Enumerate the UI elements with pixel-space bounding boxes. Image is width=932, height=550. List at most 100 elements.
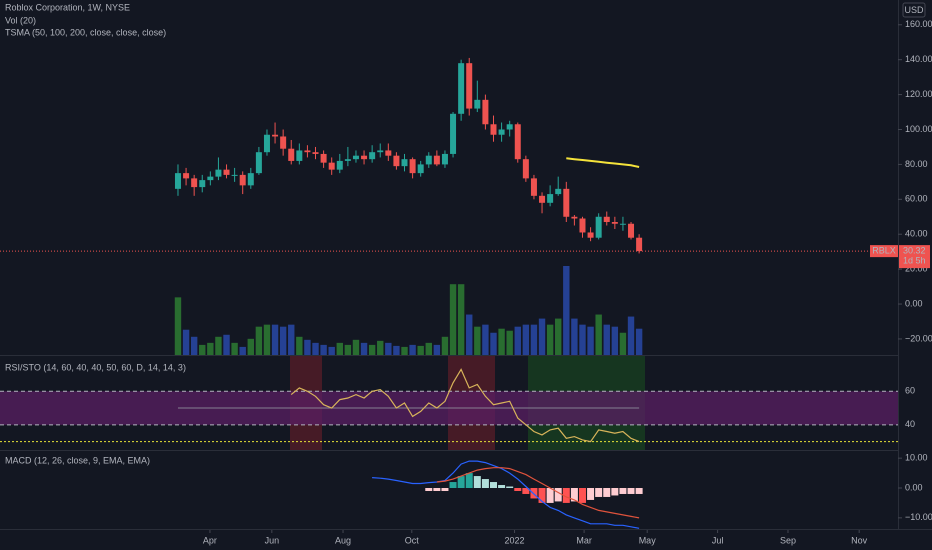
candle-body: [377, 150, 384, 153]
macd-histogram-bar: [635, 488, 643, 494]
macd-line: [372, 460, 640, 529]
y-tick-label: 120.00: [905, 89, 932, 99]
volume-bar: [466, 314, 473, 355]
volume-bar: [393, 345, 400, 355]
volume-bar: [619, 332, 627, 355]
tsma-legend: TSMA (50, 100, 200, close, close, close): [5, 27, 166, 37]
volume-bar: [409, 344, 416, 355]
volume-bar: [279, 326, 287, 355]
macd-histogram-bar: [498, 485, 506, 489]
volume-bar: [344, 344, 352, 355]
volume-bar: [587, 326, 594, 355]
volume-bar: [328, 346, 335, 355]
x-tick-label: Apr: [203, 535, 217, 545]
x-tick-label: 2022: [505, 535, 525, 545]
rsi-line: [290, 368, 640, 443]
volume-bar: [401, 346, 408, 355]
symbol-tag: [870, 245, 898, 258]
macd-histogram-bar: [619, 488, 627, 494]
countdown-label: 1d 5h: [903, 255, 926, 265]
volume-bar: [546, 324, 554, 355]
volume-bar: [417, 345, 424, 355]
volume-bar: [320, 344, 327, 355]
volume-bar: [579, 324, 586, 355]
candle-body: [344, 159, 351, 161]
price-tag-label: 30.32: [903, 245, 926, 255]
macd-histogram-bar: [489, 482, 497, 489]
volume-legend: Vol (20): [5, 15, 36, 25]
y-tick-label: 20.00: [905, 264, 928, 274]
candle-body: [482, 99, 489, 125]
candle-body: [207, 176, 214, 181]
candle-body: [425, 155, 432, 165]
candle-body: [296, 150, 303, 161]
candle-body: [619, 223, 626, 225]
macd-histogram-bar: [514, 488, 522, 491]
volume-bar: [635, 328, 643, 355]
candle-body: [636, 237, 643, 252]
volume-bar: [360, 342, 368, 355]
candle-body: [450, 113, 457, 154]
volume-bar: [595, 314, 602, 355]
candle-body: [611, 222, 618, 224]
volume-bar: [304, 339, 311, 355]
volume-bar: [514, 326, 521, 355]
volume-bar: [563, 266, 570, 355]
macd-histogram-bar: [481, 479, 489, 489]
currency: USD: [904, 5, 924, 15]
candle-body: [466, 63, 473, 109]
candle-body: [579, 218, 586, 233]
macd-histogram-bar: [595, 488, 603, 497]
macd-histogram-bar: [587, 488, 595, 500]
volume-bar: [538, 318, 546, 355]
volume-bar: [239, 346, 246, 355]
candle-body: [231, 174, 238, 176]
volume-bar: [457, 284, 465, 355]
volume-bar: [352, 339, 360, 355]
volume-bar: [271, 324, 279, 355]
candle-body: [280, 136, 287, 149]
candle-body: [409, 159, 416, 174]
candle-body: [433, 155, 440, 165]
volume-bar: [199, 344, 206, 355]
candle-body: [369, 152, 376, 160]
volume-bar: [336, 342, 343, 355]
volume-bar: [441, 336, 449, 355]
macd-histogram-bar: [546, 488, 554, 503]
candle-body: [498, 129, 505, 135]
currency-box: [902, 2, 926, 18]
macd-histogram-bar: [538, 488, 546, 503]
candle-body: [417, 164, 424, 174]
volume-bar: [433, 344, 441, 355]
volume-bar: [425, 342, 432, 355]
candle-body: [441, 153, 448, 165]
y-tick-label: 60: [905, 386, 915, 396]
candle-body: [628, 223, 635, 238]
volume-bar: [449, 284, 457, 355]
plot-layer: [0, 57, 898, 529]
volume-bar: [627, 316, 635, 355]
y-tick-label: 80.00: [905, 159, 928, 169]
volume-bar: [555, 318, 562, 355]
volume-bar: [255, 326, 263, 355]
volume-bar: [506, 330, 513, 355]
rsi-legend: RSI/STO (14, 60, 40, 40, 50, 60, D, 14, …: [5, 362, 186, 372]
macd-histogram-bar: [603, 488, 611, 497]
candle-body: [288, 148, 295, 161]
volume-bar: [182, 329, 190, 355]
volume-bar: [377, 340, 384, 355]
x-tick-label: Jul: [712, 535, 724, 545]
candle-body: [385, 150, 392, 156]
macd-histogram-bar: [578, 488, 586, 503]
macd-histogram-bar: [570, 488, 578, 502]
macd-histogram-bar: [522, 488, 530, 494]
volume-bar: [368, 344, 376, 355]
x-tick-label: May: [639, 535, 657, 545]
volume-bar: [174, 297, 182, 355]
macd-histogram-bar: [473, 476, 481, 489]
volume-bar: [611, 326, 619, 355]
candle-body: [490, 124, 497, 135]
